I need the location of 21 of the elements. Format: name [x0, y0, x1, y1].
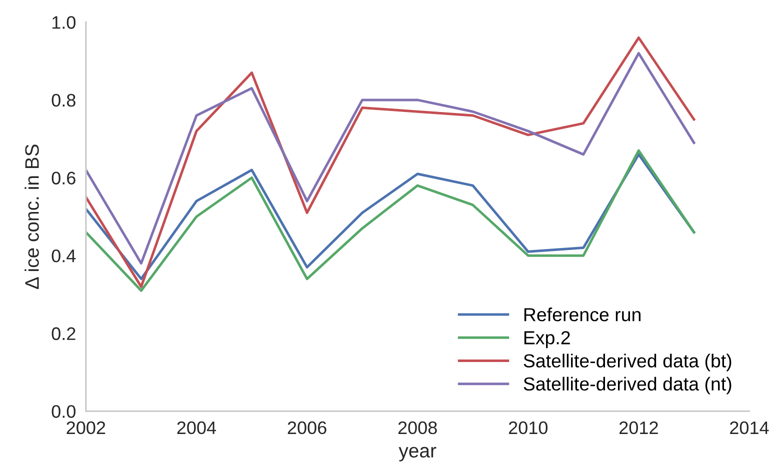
legend-label: Satellite-derived data (nt) — [524, 376, 732, 394]
x-tick-label: 2008 — [398, 421, 437, 434]
x-axis-title: year — [398, 446, 436, 462]
line-series — [86, 36, 696, 288]
y-tick-label: 0.8 — [52, 94, 76, 107]
legend-label: Reference run — [524, 308, 640, 322]
y-tick-label: 0.2 — [52, 327, 76, 340]
x-tick-label: 2006 — [288, 421, 326, 434]
y-tick-label: 0.4 — [52, 250, 76, 262]
y-tick-label: 1.0 — [52, 16, 76, 29]
x-tick-label: 2004 — [177, 421, 216, 434]
x-tick-label: 2002 — [66, 421, 106, 434]
legend-label: Satellite-derived data (bt) — [524, 354, 732, 372]
line-series — [86, 52, 696, 265]
x-tick-label: 2010 — [508, 421, 548, 434]
legend-label: Exp.2 — [524, 331, 570, 348]
y-tick-label: 0.0 — [52, 405, 76, 418]
x-tick-label: 2012 — [620, 421, 658, 434]
x-tick-label: 2014 — [730, 421, 769, 434]
y-axis-title: Δ ice conc. in BS — [24, 144, 39, 290]
y-tick-label: 0.6 — [52, 172, 76, 184]
